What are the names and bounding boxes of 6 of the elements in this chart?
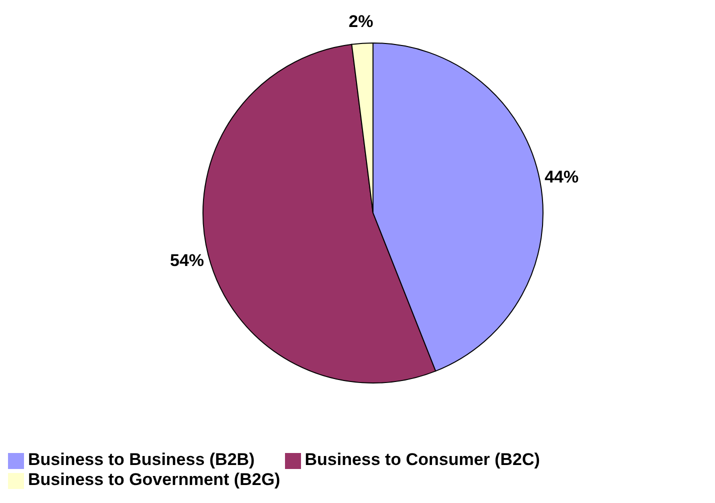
legend-label: Business to Consumer (B2C) <box>304 450 540 469</box>
legend-label: Business to Government (B2G) <box>28 470 280 489</box>
data-label: 54% <box>170 251 204 270</box>
legend-label: Business to Business (B2B) <box>28 450 255 469</box>
data-label: 2% <box>348 12 374 31</box>
data-label: 44% <box>544 168 579 187</box>
